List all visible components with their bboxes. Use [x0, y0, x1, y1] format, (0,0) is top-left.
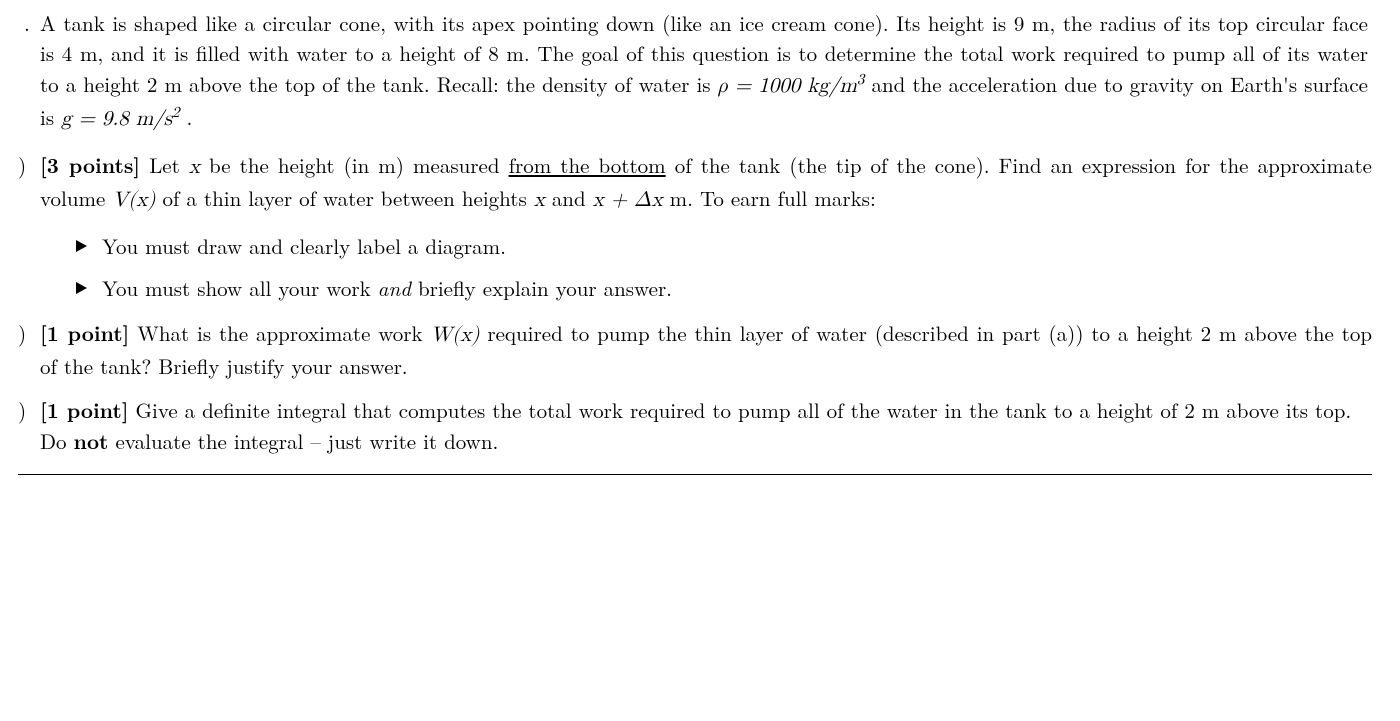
part-a-seg6: m. To earn full marks: — [670, 183, 876, 213]
part-c-line2-pre: Do — [40, 426, 74, 456]
intro-text-3: . — [187, 102, 193, 132]
part-a-bullets: You must draw and clearly label a diagra… — [76, 231, 1372, 304]
part-a-marker: ) — [18, 150, 26, 180]
part-a-x: x — [189, 157, 200, 178]
rho-pre: ρ = 1000 kg/m — [718, 76, 857, 97]
bullet-1: You must draw and clearly label a diagra… — [76, 231, 1372, 261]
part-b: ) [1 point] What is the approximate work… — [40, 318, 1372, 382]
problem-intro: . A tank is shaped like a circular cone,… — [40, 8, 1372, 136]
part-a-Vx: V(x) — [112, 190, 155, 211]
bullet-1-text: You must draw and clearly label a diagra… — [102, 231, 506, 261]
g-sup: 2 — [172, 105, 180, 120]
bullet-2-pre: You must show all your work — [102, 273, 378, 303]
part-a-points: [3 points] — [40, 150, 140, 180]
intro-lead-punct: . — [24, 8, 30, 38]
triangle-icon — [76, 282, 87, 294]
bullet-2: You must show all your work and briefly … — [76, 273, 1372, 303]
rho-expression: ρ = 1000 kg/m3 — [718, 76, 872, 97]
part-a-underlined: from the bottom — [509, 150, 666, 180]
part-a-seg2: be the height (in m) measured — [209, 150, 509, 180]
bullet-2-post: briefly explain your answer. — [418, 273, 672, 303]
g-expression: g = 9.8 m/s2 — [61, 109, 186, 130]
part-c-marker: ) — [18, 395, 26, 425]
part-a-seg4: of a thin layer of water between heights — [163, 183, 534, 213]
page: . A tank is shaped like a circular cone,… — [0, 0, 1400, 721]
triangle-icon — [76, 240, 87, 252]
part-b-marker: ) — [18, 318, 26, 348]
part-a-seg5: and — [552, 183, 593, 213]
part-a-xdx: x + Δx — [593, 190, 663, 211]
part-b-points: [1 point] — [40, 318, 129, 348]
bullet-2-and: and — [378, 273, 411, 303]
part-c: ) [1 point] Give a definite integral tha… — [40, 395, 1372, 456]
rho-sup: 3 — [857, 72, 865, 87]
part-b-seg1: What is the approximate work — [137, 318, 430, 348]
part-a-x2: x — [534, 190, 545, 211]
part-a: ) [3 points] Let x be the height (in m) … — [40, 150, 1372, 217]
part-b-Wx: W(x) — [430, 325, 479, 346]
part-a-seg1: Let — [149, 150, 189, 180]
part-c-points: [1 point] — [40, 395, 129, 425]
part-c-not: not — [74, 426, 109, 456]
part-c-seg1: Give a definite integral that computes t… — [136, 395, 1352, 425]
g-pre: g = 9.8 m/s — [61, 109, 172, 130]
part-c-line2-post: evaluate the integral – just write it do… — [115, 426, 498, 456]
horizontal-rule — [18, 474, 1372, 475]
